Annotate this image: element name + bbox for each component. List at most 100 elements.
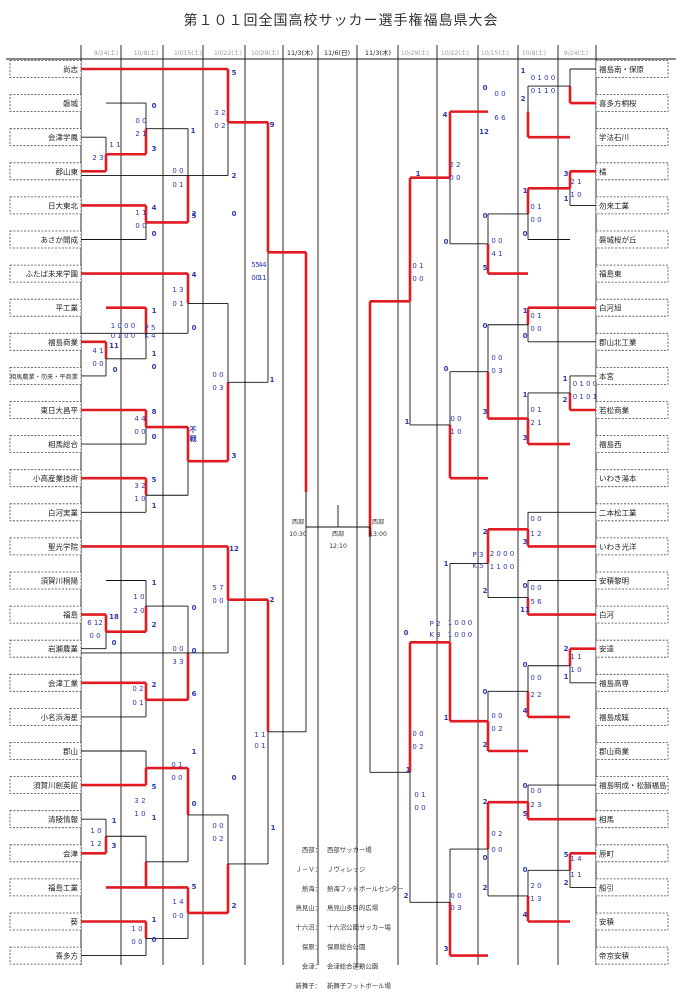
score-label: 4 (192, 271, 197, 279)
score-label: 0 0 (494, 90, 505, 98)
team-name: 会津学鳳 (48, 132, 78, 142)
score-label: 2 3 (530, 801, 541, 809)
score-label: 2 0 0 0 (490, 550, 515, 558)
team-name: いわき光洋 (599, 541, 637, 551)
legend-key: Ｊ－Ｖ： (295, 865, 321, 873)
score-label: 0 2 (214, 122, 225, 130)
team-box (9, 776, 82, 794)
score-label: 0 0 (412, 730, 423, 738)
score-label: 18 (109, 613, 119, 621)
score-label: P 2 (430, 620, 441, 628)
score-label: P 3 (473, 551, 484, 559)
score-label: 1 (192, 748, 197, 756)
score-label: 0 2 (132, 685, 143, 693)
score-label: 8 (152, 408, 157, 416)
score-label: 0 2 (491, 830, 502, 838)
score-label: 2 (270, 596, 275, 604)
score-label: 0 (444, 238, 449, 246)
score-label: 0 0 (530, 325, 541, 333)
score-label: 0 3 (491, 367, 502, 375)
team-name: 原町 (599, 849, 614, 858)
team-box (9, 366, 82, 385)
score-label: 0 1 (414, 791, 425, 799)
score-label: 2 3 (92, 154, 103, 162)
score-label: 4 (443, 111, 448, 119)
score-label: 2 (563, 396, 568, 404)
score-label: 1 (112, 817, 117, 825)
score-label: 2 (483, 798, 488, 806)
score-label: 1 1 (570, 871, 581, 879)
team-box (595, 162, 669, 181)
score-label: 5 4 (251, 261, 263, 269)
team-box (9, 469, 82, 488)
score-label: 0 (483, 322, 488, 330)
score-label: 5 4 (255, 261, 267, 269)
final-time: 12:10 (329, 543, 347, 550)
score-label: 0 (523, 866, 528, 874)
score-label: 0 0 (530, 787, 541, 795)
score-label: 3 2 (134, 482, 145, 490)
score-label: 6 6 (494, 114, 506, 122)
score-label: 2 1 (570, 178, 581, 186)
score-label: 0 0 (172, 645, 183, 653)
score-label: 3 (152, 145, 157, 153)
final-time: 10:30 (289, 531, 307, 538)
score-label: 3 (523, 434, 528, 442)
legend-value: 十六沼公園サッカー場 (327, 923, 392, 932)
date-header: 9/24(土) (94, 49, 118, 57)
team-box (595, 128, 669, 147)
team-name: 須賀川桐陽 (41, 576, 79, 586)
score-label: 2 (483, 741, 488, 749)
score-label: 0 (112, 639, 117, 647)
score-label: 2 (232, 902, 237, 910)
team-box (9, 878, 82, 897)
score-label: 1 (406, 766, 411, 774)
team-name: 相馬 (599, 814, 614, 824)
team-name: 郡山北工業 (599, 337, 637, 347)
team-box (9, 264, 82, 283)
date-header: 11/3(木) (287, 48, 313, 57)
score-label: 0 (444, 365, 449, 373)
score-label: 1 1 (135, 209, 146, 217)
legend-key: 新舞子： (295, 981, 321, 990)
score-label: 1 4 (172, 898, 184, 906)
team-name: 尚志 (63, 64, 78, 74)
score-label: 0 0 (491, 354, 502, 362)
score-label: 2 0 (133, 607, 144, 615)
score-label: 2 (152, 621, 157, 629)
score-label: 6 12 (87, 619, 103, 627)
score-label: 0 (523, 332, 528, 340)
team-box (9, 128, 82, 147)
legend-value: 鳥見山多目的広場 (327, 903, 379, 912)
score-label: 0 (483, 854, 488, 862)
final-time: 13:00 (369, 531, 387, 538)
score-label: 1 2 (90, 840, 101, 848)
team-box (9, 503, 82, 522)
team-name: 聖光学院 (48, 541, 78, 551)
score-label: 0 1 0 0 (111, 332, 136, 340)
score-label: P 5 (145, 324, 156, 332)
score-label: 0 (523, 661, 528, 669)
score-label: 0 (152, 936, 157, 944)
legend-key: 熱海： (302, 884, 321, 893)
team-box (9, 946, 82, 965)
score-label: 0 1 (171, 761, 182, 769)
score-label: 3 (523, 538, 528, 546)
score-label: 1 (523, 187, 528, 195)
score-label: 0 (152, 230, 157, 238)
team-name: 相馬農業・勿来・平商業 (10, 373, 78, 381)
score-label: 1 0 (450, 428, 461, 436)
score-label: 0 0 (412, 275, 423, 283)
score-label: 0 2 (412, 743, 423, 751)
team-box (595, 742, 669, 760)
score-label: 0 (152, 102, 157, 110)
score-label: 3 3 (172, 658, 183, 666)
score-label: 0 (192, 324, 197, 332)
team-name: 学法石川 (599, 132, 629, 142)
team-name: 福島 (63, 610, 78, 620)
team-name: 帝京安積 (599, 951, 629, 961)
score-label: 0 0 (92, 360, 103, 368)
date-header: 10/8(土) (522, 49, 546, 57)
score-label: 0 (483, 84, 488, 92)
